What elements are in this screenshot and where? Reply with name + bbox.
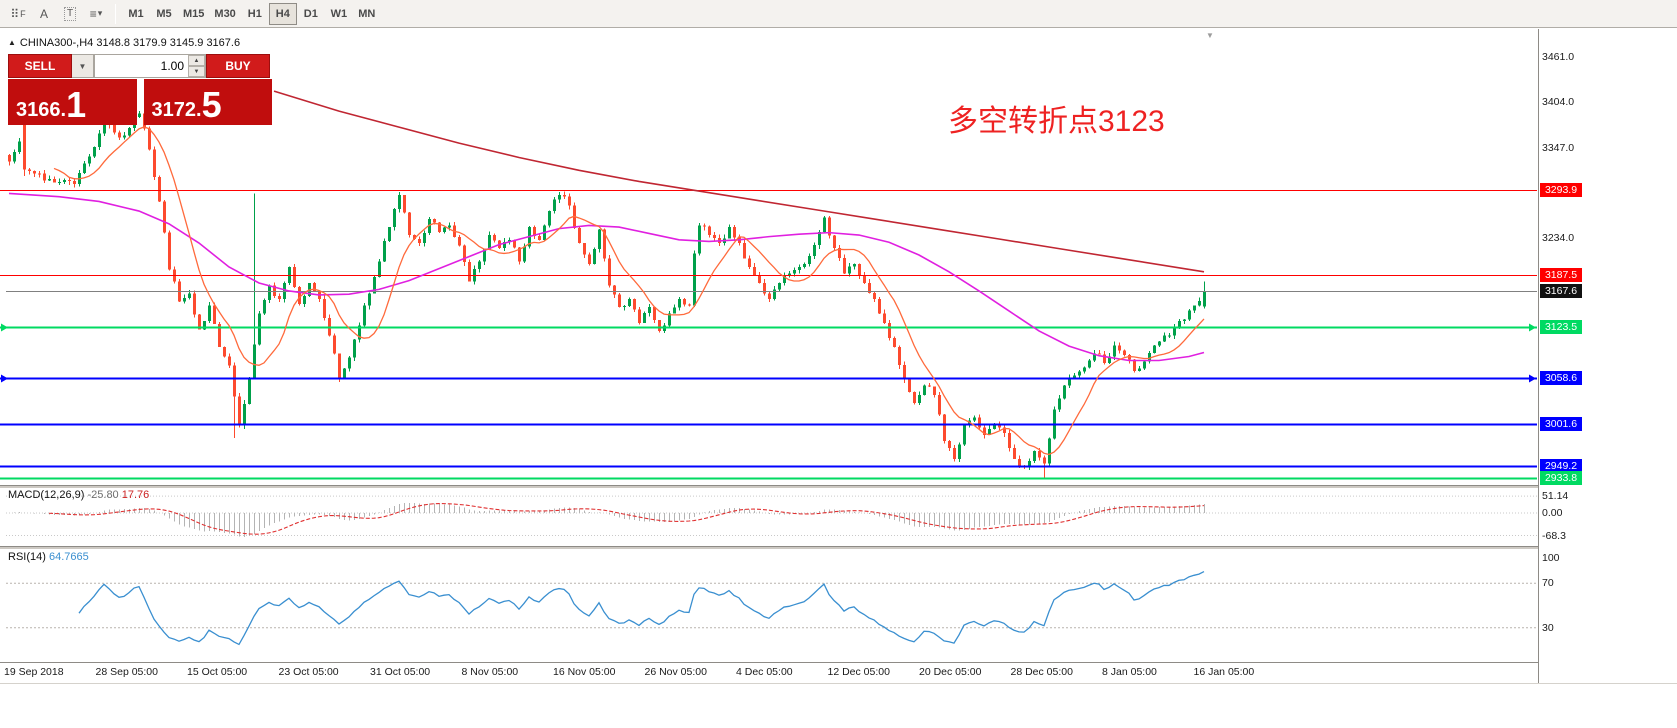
sell-button[interactable]: SELL <box>8 54 72 78</box>
time-axis-label: 8 Jan 05:00 <box>1102 666 1157 678</box>
macd-signal-value: 17.76 <box>121 489 150 501</box>
sell-price-big-digit: 1 <box>66 84 87 126</box>
price-line-badge: 2949.2 <box>1540 458 1582 473</box>
time-axis-label: 28 Sep 05:00 <box>95 666 158 678</box>
time-axis-label: 31 Oct 05:00 <box>370 666 431 678</box>
text-annotation-icon-glyph: A <box>39 6 48 21</box>
price-line-badge: 2933.8 <box>1540 471 1582 486</box>
timeframe-toolbar: M1 M5 M15 M30 H1 H4 D1 W1 MN <box>122 0 381 27</box>
toolbar-icon-group: ⠿ F A T ≡ ▾ <box>5 0 109 27</box>
pane-separator-macd[interactable] <box>0 485 1538 488</box>
time-axis-label: 19 Sep 2018 <box>4 666 64 678</box>
rsi-indicator-label: RSI(14) 64.7665 <box>8 551 89 563</box>
timeframe-button-mn[interactable]: MN <box>358 7 376 20</box>
timeframe-button-m15[interactable]: M15 <box>183 7 205 20</box>
line-style-icon[interactable]: ≡ ▾ <box>83 3 109 25</box>
macd-name: MACD(12,26,9) <box>8 489 85 501</box>
price-axis[interactable]: 3461.0 3404.0 3347.0 3234.0 3293.9 3187.5 3123… <box>1539 29 1677 683</box>
time-axis-label: 16 Jan 05:00 <box>1193 666 1255 678</box>
chart-shift-marker[interactable]: ▼ <box>1206 31 1214 40</box>
chart-header: ▲ CHINA300-,H4 3148.8 3179.9 3145.9 3167.… <box>8 37 240 49</box>
one-click-collapse-arrow[interactable]: ▲ <box>8 38 16 47</box>
sell-price-main: 3166. <box>16 99 67 121</box>
timeframe-button-w1[interactable]: W1 <box>330 7 348 20</box>
line-style-icon-suffix: ▾ <box>97 8 103 18</box>
time-axis-label: 26 Nov 05:00 <box>644 666 707 678</box>
timeframe-button-d1[interactable]: D1 <box>303 7 318 20</box>
time-axis-label: 4 Dec 05:00 <box>736 666 793 678</box>
price-axis-border <box>1538 29 1539 683</box>
timeframe-button-m5[interactable]: M5 <box>156 7 172 20</box>
timeframe-button-m1[interactable]: M1 <box>128 7 144 20</box>
timeframe-button-h4[interactable]: H4 <box>268 2 297 25</box>
chart-title: CHINA300-,H4 3148.8 3179.9 3145.9 3167.6 <box>19 37 241 49</box>
price-line-badge: 3123.5 <box>1540 319 1582 334</box>
timeframe-button-m30[interactable]: M30 <box>214 7 236 20</box>
price-line-badge: 3187.5 <box>1540 268 1582 283</box>
one-click-trading-panel: SELL ▼ ▲ ▼ BUY 3166.1 3172.5 <box>8 54 272 125</box>
volume-decrement-button[interactable]: ▼ <box>188 66 205 77</box>
time-axis-label: 23 Oct 05:00 <box>278 666 339 678</box>
buy-price-display[interactable]: 3172. 5 <box>143 79 272 126</box>
time-axis-label: 15 Oct 05:00 <box>187 666 248 678</box>
buy-price-big-digit: 5 <box>201 84 222 126</box>
text-annotation-icon[interactable]: A <box>31 3 57 25</box>
toolbar: ⠿ F A T ≡ ▾ M1 M5 M15 M30 H1 H4 D1 W1 MN <box>0 0 1677 28</box>
rsi-axis-tick: 70 <box>1542 577 1554 590</box>
macd-main-value: -25.80 <box>87 489 119 501</box>
chevron-down-icon: ▼ <box>78 61 87 71</box>
volume-field: ▲ ▼ <box>94 54 206 78</box>
time-axis-label: 20 Dec 05:00 <box>919 666 982 678</box>
price-line-badge: 3293.9 <box>1540 183 1582 198</box>
rsi-value: 64.7665 <box>48 551 89 563</box>
price-line-badge: 3001.6 <box>1540 416 1582 431</box>
volume-input[interactable] <box>95 55 188 77</box>
pane-separator-rsi[interactable] <box>0 546 1538 549</box>
line-style-icon-glyph: ≡ <box>89 6 97 21</box>
toolbar-separator <box>115 3 116 24</box>
macd-indicator-label: MACD(12,26,9) -25.80 17.76 <box>8 489 149 501</box>
buy-price-main: 3172. <box>151 99 202 121</box>
time-axis-label: 16 Nov 05:00 <box>553 666 616 678</box>
text-box-icon-glyph: T <box>63 6 77 21</box>
volume-dropdown-button[interactable]: ▼ <box>72 54 94 78</box>
macd-axis-tick: 0.00 <box>1542 507 1563 519</box>
y-axis-tick: 3234.0 <box>1542 232 1575 245</box>
macd-axis-tick: 51.14 <box>1542 490 1569 503</box>
last-price-badge: 3167.6 <box>1540 284 1582 299</box>
hotkeys-icon-suffix: F <box>20 8 26 19</box>
volume-increment-button[interactable]: ▲ <box>188 55 205 66</box>
y-axis-tick: 3347.0 <box>1542 141 1575 154</box>
timeframe-button-h1[interactable]: H1 <box>247 7 262 20</box>
rsi-axis-tick: 30 <box>1542 621 1554 634</box>
time-axis-label: 12 Dec 05:00 <box>827 666 890 678</box>
rsi-axis-tick: 100 <box>1542 552 1560 564</box>
time-axis-border <box>0 662 1677 663</box>
buy-button[interactable]: BUY <box>206 54 270 78</box>
sell-price-display[interactable]: 3166. 1 <box>8 79 137 125</box>
hotkeys-icon-glyph: ⠿ <box>10 6 20 21</box>
time-axis-label: 8 Nov 05:00 <box>461 666 519 678</box>
time-axis[interactable]: 19 Sep 2018 28 Sep 05:00 15 Oct 05:00 23 Oc… <box>0 663 1538 683</box>
window-bottom-border <box>0 683 1677 684</box>
chart-annotation-text[interactable]: 多空转折点3123 <box>948 105 1165 138</box>
hotkeys-icon[interactable]: ⠿ F <box>5 3 31 25</box>
macd-axis-tick: -68.3 <box>1542 529 1566 542</box>
y-axis-tick: 3461.0 <box>1542 50 1575 63</box>
volume-spinner: ▲ ▼ <box>188 55 205 77</box>
text-box-icon[interactable]: T <box>57 3 83 25</box>
rsi-name: RSI(14) <box>8 551 46 563</box>
y-axis-tick: 3404.0 <box>1542 96 1575 109</box>
price-line-badge: 3058.6 <box>1540 371 1582 386</box>
time-axis-label: 28 Dec 05:00 <box>1010 666 1073 678</box>
